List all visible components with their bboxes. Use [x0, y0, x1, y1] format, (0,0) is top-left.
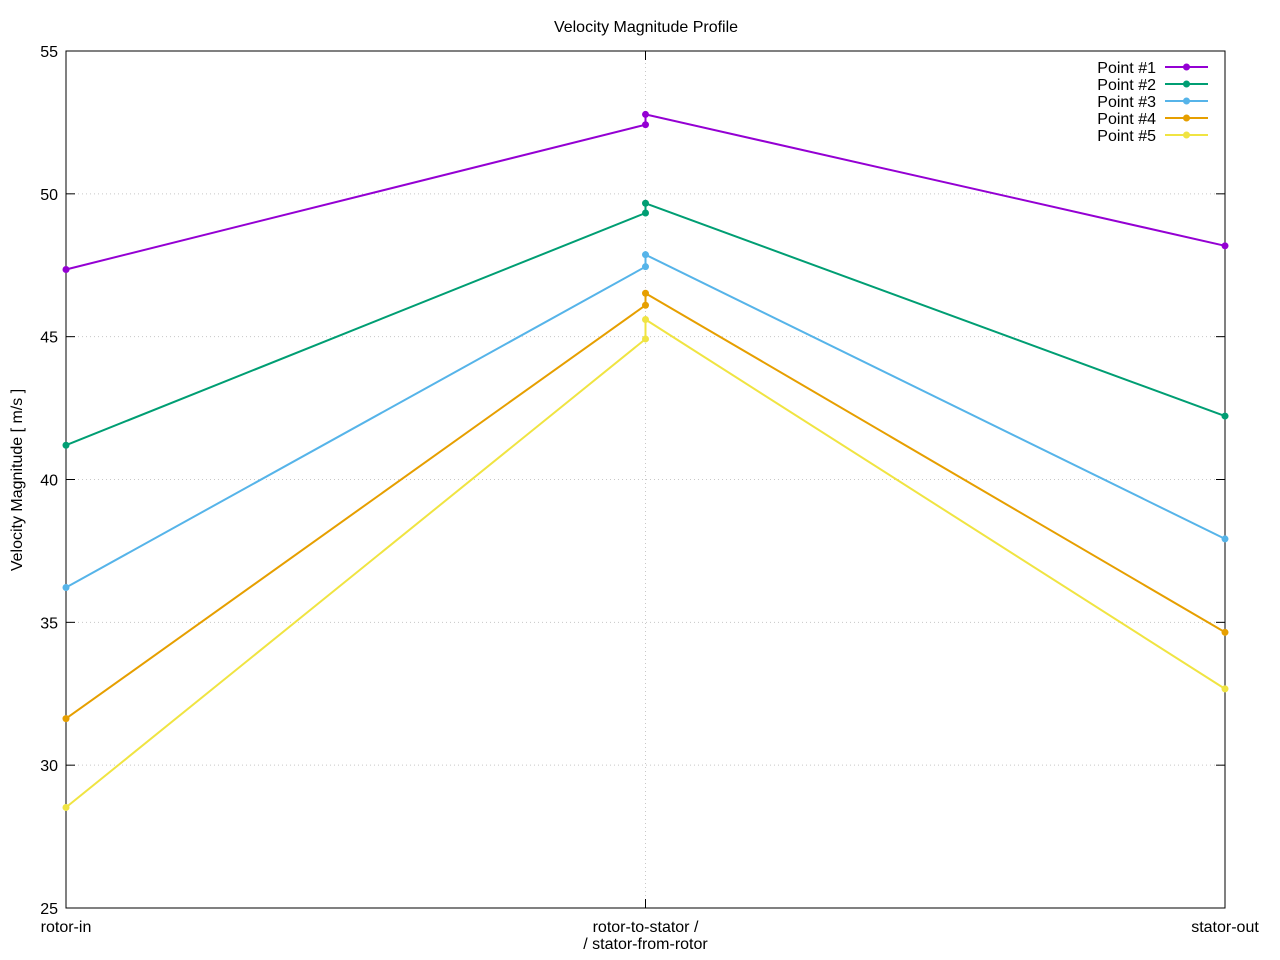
legend-marker: [1183, 80, 1190, 88]
series-3: [62, 251, 1229, 591]
grid: [66, 51, 1225, 908]
chart-title: Velocity Magnitude Profile: [554, 19, 738, 36]
data-point: [642, 209, 649, 217]
data-point: [642, 121, 649, 129]
x-tick-label-line: rotor-to-stator /: [593, 919, 699, 936]
data-point: [642, 335, 649, 343]
y-tick-label: 30: [40, 758, 58, 775]
series-line: [65, 201, 1226, 447]
legend-entry: Point #5: [1097, 128, 1208, 145]
legend-entry: Point #4: [1097, 111, 1208, 128]
legend-entry: Point #1: [1097, 60, 1208, 77]
data-point: [1221, 242, 1229, 250]
series-line: [65, 317, 1226, 809]
data-point: [642, 301, 649, 309]
data-point: [642, 316, 649, 324]
data-point: [642, 263, 649, 271]
series-line: [65, 113, 1226, 271]
x-tick-label-line: / stator-from-rotor: [583, 936, 708, 953]
legend-marker: [1183, 63, 1190, 71]
x-tick-label-line: rotor-in: [41, 919, 92, 936]
y-axis-label: Velocity Magnitude [ m/s ]: [9, 389, 26, 571]
data-point: [62, 715, 70, 723]
data-point: [642, 199, 649, 207]
y-tick-label: 35: [40, 615, 58, 632]
data-point: [642, 289, 649, 297]
data-point: [1221, 535, 1229, 543]
legend-marker: [1183, 114, 1190, 122]
x-tick-label: stator-out: [1191, 919, 1259, 936]
data-point: [62, 803, 70, 811]
series-line: [65, 291, 1226, 720]
series-2: [62, 199, 1229, 449]
data-point: [642, 251, 649, 259]
data-point: [1221, 628, 1229, 636]
y-tick-label: 55: [40, 44, 58, 61]
legend-label: Point #1: [1097, 60, 1156, 77]
data-point: [1221, 412, 1229, 420]
legend-label: Point #4: [1097, 111, 1156, 128]
data-point: [642, 110, 649, 118]
legend-label: Point #5: [1097, 128, 1156, 145]
x-tick-label-line: stator-out: [1191, 919, 1259, 936]
axis-ticks: 25 30 35 40 45 50 55 rotor-in rotor-to-stator / /…: [40, 44, 1259, 953]
series-line: [65, 253, 1226, 589]
data-point: [1221, 685, 1229, 693]
legend-label: Point #3: [1097, 94, 1156, 111]
series-5: [62, 316, 1229, 811]
data-point: [62, 583, 70, 591]
y-tick-label: 25: [40, 901, 58, 918]
data-point: [62, 266, 70, 274]
legend-marker: [1183, 131, 1190, 139]
y-tick-label: 45: [40, 330, 58, 347]
legend-entry: Point #2: [1097, 77, 1208, 94]
x-tick-label: rotor-to-stator / / stator-from-rotor: [583, 919, 708, 953]
series-4: [62, 289, 1229, 723]
legend-label: Point #2: [1097, 77, 1156, 94]
x-tick-label: rotor-in: [41, 919, 92, 936]
y-tick-label: 50: [40, 187, 58, 204]
data-point: [62, 441, 70, 449]
legend-marker: [1183, 97, 1190, 105]
series-1: [62, 110, 1229, 274]
series: [62, 110, 1229, 811]
y-tick-label: 40: [40, 473, 58, 490]
legend-entry: Point #3: [1097, 94, 1208, 111]
